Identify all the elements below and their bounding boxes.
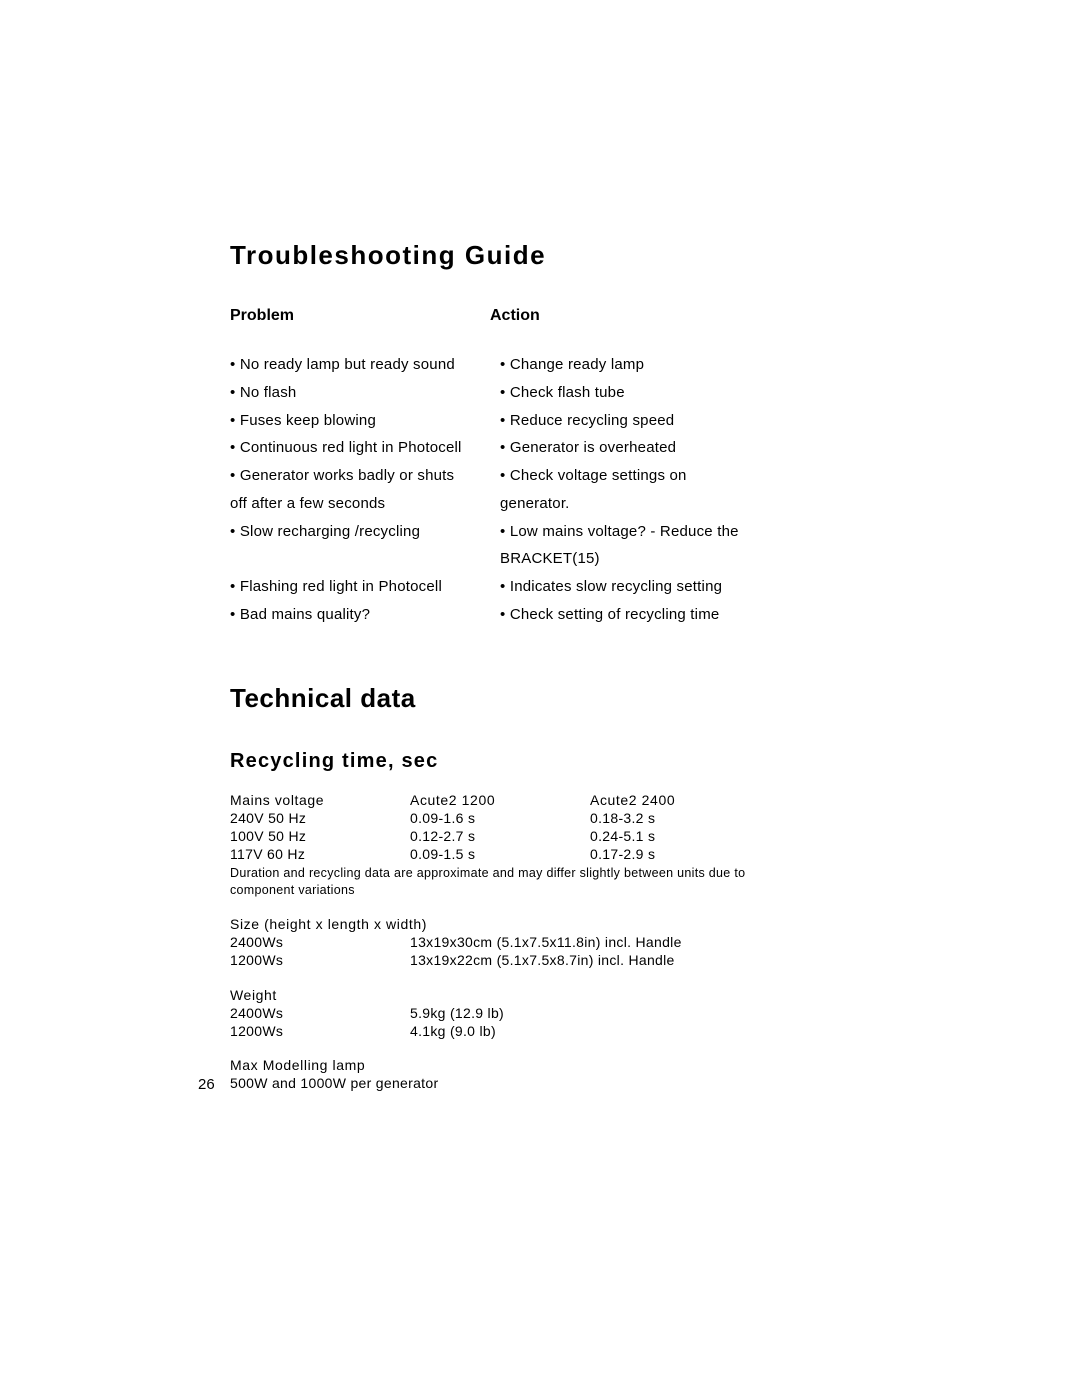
- spec-model: 1200Ws: [230, 951, 410, 969]
- table-row: off after a few seconds generator.: [230, 490, 880, 518]
- table-row: 240V 50 Hz0.09-1.6 s0.18-3.2 s: [230, 809, 880, 827]
- problem-cell: Slow recharging /recycling: [230, 518, 500, 546]
- problem-cell: [230, 545, 500, 573]
- modelling-lamp-block: Max Modelling lamp 500W and 1000W per ge…: [230, 1056, 880, 1092]
- recycling-time-table: Mains voltage Acute2 1200 Acute2 2400 24…: [230, 791, 880, 900]
- table-row: 1200Ws4.1kg (9.0 lb): [230, 1022, 880, 1040]
- problem-text: Slow recharging /recycling: [230, 523, 420, 540]
- table-row: BRACKET(15): [230, 545, 880, 573]
- action-text: Change ready lamp: [500, 356, 644, 373]
- table-row: 2400Ws13x19x30cm (5.1x7.5x11.8in) incl. …: [230, 933, 880, 951]
- action-cell: Generator is overheated: [500, 434, 880, 462]
- column-header-problem: Problem: [230, 307, 490, 325]
- action-cell: Check voltage settings on: [500, 462, 880, 490]
- column-header-action: Action: [490, 307, 540, 325]
- problem-cell: Flashing red light in Photocell: [230, 573, 500, 601]
- problem-text: Flashing red light in Photocell: [230, 578, 442, 595]
- problem-cell: off after a few seconds: [230, 490, 500, 518]
- problem-cell: Generator works badly or shuts: [230, 462, 500, 490]
- technical-data-section: Technical data Recycling time, sec Mains…: [230, 683, 880, 1093]
- action-text: Reduce recycling speed: [500, 412, 674, 429]
- action-text: Check voltage settings on: [500, 467, 687, 484]
- modelling-lamp-value: 500W and 1000W per generator: [230, 1074, 880, 1092]
- problem-text: No ready lamp but ready sound: [230, 356, 455, 373]
- table-cell: 117V 60 Hz: [230, 845, 410, 863]
- problem-cell: Continuous red light in Photocell: [230, 434, 500, 462]
- table-cell: 240V 50 Hz: [230, 809, 410, 827]
- problem-text: Bad mains quality?: [230, 606, 370, 623]
- table-cell: 0.17-2.9 s: [590, 845, 880, 863]
- table-row: 2400Ws5.9kg (12.9 lb): [230, 1004, 880, 1022]
- table-row: Flashing red light in Photocell Indicates…: [230, 573, 880, 601]
- problem-cell: No flash: [230, 379, 500, 407]
- action-cell: Indicates slow recycling setting: [500, 573, 880, 601]
- spec-value: 13x19x22cm (5.1x7.5x8.7in) incl. Handle: [410, 951, 880, 969]
- action-cell: generator.: [500, 490, 880, 518]
- problem-text: off after a few seconds: [230, 495, 385, 512]
- action-cell: Check setting of recycling time: [500, 601, 880, 629]
- problem-text: Continuous red light in Photocell: [230, 439, 462, 456]
- spec-model: 1200Ws: [230, 1022, 410, 1040]
- action-cell: Check flash tube: [500, 379, 880, 407]
- problem-cell: No ready lamp but ready sound: [230, 351, 500, 379]
- table-row: Bad mains quality? Check setting of recyc…: [230, 601, 880, 629]
- problem-cell: Bad mains quality?: [230, 601, 500, 629]
- weight-block: Weight 2400Ws5.9kg (12.9 lb)1200Ws4.1kg …: [230, 986, 880, 1041]
- table-header-acute2400: Acute2 2400: [590, 791, 880, 809]
- troubleshooting-column-headers: Problem Action: [230, 307, 880, 325]
- table-cell: 0.09-1.6 s: [410, 809, 590, 827]
- table-cell: 0.12-2.7 s: [410, 827, 590, 845]
- action-text: Indicates slow recycling setting: [500, 578, 722, 595]
- manual-page: Troubleshooting Guide Problem Action No …: [0, 0, 1080, 1397]
- problem-text: Generator works badly or shuts: [230, 467, 454, 484]
- table-row: Generator works badly or shuts Check volt…: [230, 462, 880, 490]
- page-number: 26: [198, 1076, 215, 1093]
- heading-recycling-time: Recycling time, sec: [230, 750, 880, 773]
- spec-value: 5.9kg (12.9 lb): [410, 1004, 880, 1022]
- table-row: 1200Ws13x19x22cm (5.1x7.5x8.7in) incl. H…: [230, 951, 880, 969]
- action-cell: BRACKET(15): [500, 545, 880, 573]
- action-text: Check setting of recycling time: [500, 606, 719, 623]
- table-cell: 100V 50 Hz: [230, 827, 410, 845]
- size-label: Size (height x length x width): [230, 915, 880, 933]
- table-row: Fuses keep blowing Reduce recycling speed: [230, 407, 880, 435]
- action-text: Check flash tube: [500, 384, 625, 401]
- table-cell: 0.24-5.1 s: [590, 827, 880, 845]
- problem-text: Fuses keep blowing: [230, 412, 376, 429]
- action-text: generator.: [500, 495, 570, 512]
- action-cell: Low mains voltage? - Reduce the: [500, 518, 880, 546]
- table-row: No flash Check flash tube: [230, 379, 880, 407]
- spec-model: 2400Ws: [230, 933, 410, 951]
- spec-model: 2400Ws: [230, 1004, 410, 1022]
- action-text: BRACKET(15): [500, 550, 600, 567]
- table-row: Continuous red light in Photocell Generat…: [230, 434, 880, 462]
- action-cell: Reduce recycling speed: [500, 407, 880, 435]
- action-cell: Change ready lamp: [500, 351, 880, 379]
- action-text: Generator is overheated: [500, 439, 676, 456]
- table-cell: 0.09-1.5 s: [410, 845, 590, 863]
- action-text: Low mains voltage? - Reduce the: [500, 523, 739, 540]
- spec-value: 4.1kg (9.0 lb): [410, 1022, 880, 1040]
- problem-cell: Fuses keep blowing: [230, 407, 500, 435]
- table-row: Mains voltage Acute2 1200 Acute2 2400: [230, 791, 880, 809]
- problem-text: No flash: [230, 384, 296, 401]
- table-row: Slow recharging /recycling Low mains volt…: [230, 518, 880, 546]
- table-row: No ready lamp but ready sound Change read…: [230, 351, 880, 379]
- weight-label: Weight: [230, 986, 880, 1004]
- table-header-acute1200: Acute2 1200: [410, 791, 590, 809]
- table-header-mains: Mains voltage: [230, 791, 410, 809]
- recycling-footnote: Duration and recycling data are approxim…: [230, 865, 790, 899]
- table-row: 117V 60 Hz0.09-1.5 s0.17-2.9 s: [230, 845, 880, 863]
- troubleshooting-list: No ready lamp but ready sound Change read…: [230, 351, 880, 629]
- table-row: 100V 50 Hz0.12-2.7 s0.24-5.1 s: [230, 827, 880, 845]
- heading-troubleshooting: Troubleshooting Guide: [230, 240, 880, 271]
- spec-value: 13x19x30cm (5.1x7.5x11.8in) incl. Handle: [410, 933, 880, 951]
- table-cell: 0.18-3.2 s: [590, 809, 880, 827]
- modelling-lamp-label: Max Modelling lamp: [230, 1056, 880, 1074]
- size-block: Size (height x length x width) 2400Ws13x…: [230, 915, 880, 970]
- heading-technical-data: Technical data: [230, 683, 880, 714]
